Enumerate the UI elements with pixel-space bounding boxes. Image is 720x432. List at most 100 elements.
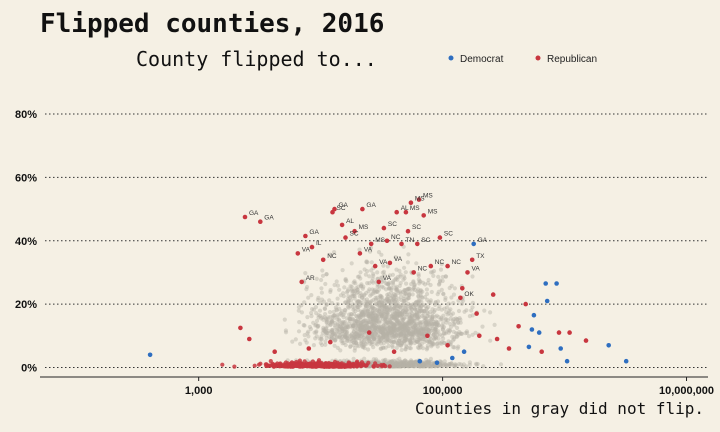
not-flipped-point — [336, 330, 341, 335]
state-label: MS — [423, 193, 433, 200]
not-flipped-point — [455, 320, 461, 325]
republican-flip-point — [523, 301, 528, 307]
not-flipped-point — [447, 285, 452, 291]
not-flipped-point — [318, 340, 323, 346]
not-flipped-point — [395, 364, 400, 369]
not-flipped-point — [380, 298, 385, 303]
not-flipped-point — [372, 287, 377, 292]
not-flipped-point — [366, 325, 372, 330]
not-flipped-point — [343, 277, 348, 282]
state-label: SC — [444, 231, 453, 238]
not-flipped-point — [379, 324, 384, 329]
not-flipped-point — [296, 305, 302, 310]
not-flipped-point — [488, 310, 493, 315]
not-flipped-point — [396, 290, 401, 295]
state-label: MS — [359, 224, 369, 231]
not-flipped-point — [394, 345, 399, 350]
not-flipped-point — [443, 331, 448, 336]
not-flipped-point — [385, 337, 390, 342]
republican-flip-point — [445, 263, 450, 269]
not-flipped-point — [410, 335, 415, 340]
not-flipped-point — [409, 304, 414, 309]
not-flipped-point — [426, 300, 432, 305]
not-flipped-point — [379, 294, 384, 299]
not-flipped-point — [420, 327, 425, 332]
not-flipped-point — [417, 298, 422, 304]
not-flipped-point — [400, 312, 405, 317]
not-flipped-point — [370, 311, 375, 316]
not-flipped-point — [422, 282, 428, 287]
not-flipped-point — [350, 292, 355, 297]
not-flipped-point — [419, 331, 424, 336]
republican-flip-point — [328, 362, 333, 367]
not-flipped-point — [354, 325, 359, 331]
not-flipped-point — [433, 300, 438, 305]
not-flipped-point — [371, 336, 376, 341]
not-flipped-point — [376, 339, 381, 344]
not-flipped-point — [399, 303, 404, 308]
not-flipped-point — [353, 340, 358, 345]
not-flipped-point — [425, 339, 430, 344]
not-flipped-point — [446, 301, 451, 306]
not-flipped-point — [442, 340, 447, 345]
not-flipped-point — [434, 341, 439, 346]
not-flipped-point — [388, 327, 393, 333]
not-flipped-point — [348, 344, 353, 349]
not-flipped-point — [432, 309, 437, 314]
not-flipped-point — [416, 287, 421, 292]
not-flipped-point — [330, 328, 335, 333]
not-flipped-point — [393, 311, 398, 316]
not-flipped-point — [391, 315, 396, 320]
not-flipped-point — [450, 334, 455, 339]
not-flipped-point — [384, 281, 390, 287]
not-flipped-point — [340, 341, 345, 346]
not-flipped-point — [407, 316, 412, 321]
not-flipped-point — [303, 338, 308, 343]
not-flipped-point — [355, 314, 360, 319]
not-flipped-point — [370, 317, 375, 322]
not-flipped-point — [378, 330, 383, 335]
not-flipped-point — [382, 303, 387, 308]
republican-flip-point — [309, 244, 315, 250]
not-flipped-point — [415, 345, 421, 350]
not-flipped-point — [414, 312, 419, 317]
not-flipped-point — [401, 361, 406, 366]
not-flipped-point — [354, 331, 359, 337]
not-flipped-point — [360, 325, 365, 330]
not-flipped-point — [412, 287, 417, 292]
not-flipped-point — [394, 328, 399, 333]
not-flipped-point — [365, 301, 370, 306]
republican-flip-point — [283, 362, 288, 367]
not-flipped-point — [358, 328, 363, 333]
not-flipped-point — [316, 323, 321, 328]
not-flipped-point — [371, 357, 376, 362]
not-flipped-point — [393, 314, 398, 320]
state-label: GA — [249, 210, 259, 217]
not-flipped-point — [375, 316, 380, 321]
not-flipped-point — [447, 328, 452, 333]
not-flipped-point — [379, 346, 384, 351]
not-flipped-point — [356, 284, 361, 289]
not-flipped-point — [375, 326, 380, 331]
not-flipped-point — [392, 364, 398, 369]
not-flipped-point — [426, 360, 431, 365]
state-label: NC — [452, 259, 462, 266]
not-flipped-point — [414, 359, 419, 364]
not-flipped-point — [343, 329, 348, 335]
not-flipped-point — [322, 306, 327, 311]
not-flipped-point — [366, 319, 371, 324]
not-flipped-point — [387, 360, 393, 365]
not-flipped-point — [386, 308, 391, 313]
not-flipped-point — [357, 333, 362, 338]
not-flipped-point — [376, 315, 381, 320]
not-flipped-point — [398, 320, 403, 325]
not-flipped-point — [395, 312, 400, 317]
not-flipped-point — [436, 274, 441, 279]
not-flipped-point — [381, 345, 386, 350]
not-flipped-point — [370, 287, 375, 292]
not-flipped-point — [396, 320, 401, 325]
not-flipped-point — [480, 324, 485, 329]
not-flipped-point — [283, 328, 288, 333]
not-flipped-point — [470, 332, 475, 337]
not-flipped-point — [417, 346, 422, 351]
